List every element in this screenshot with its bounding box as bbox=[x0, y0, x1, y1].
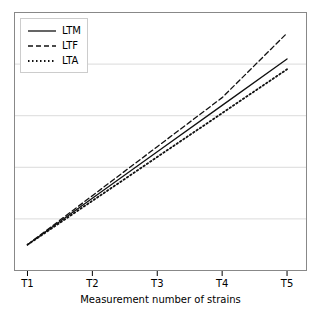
svg-text:T3: T3 bbox=[150, 278, 163, 289]
svg-text:Measurement number of strains: Measurement number of strains bbox=[80, 294, 241, 305]
html-text:LTF: LTF bbox=[62, 40, 79, 51]
svg-text:T2: T2 bbox=[85, 278, 98, 289]
svg-text:T1: T1 bbox=[20, 278, 33, 289]
html-text:LTM: LTM bbox=[62, 25, 81, 36]
svg-text:T5: T5 bbox=[280, 278, 293, 289]
svg-text:T4: T4 bbox=[215, 278, 228, 289]
html-text:LTA: LTA bbox=[62, 55, 79, 66]
